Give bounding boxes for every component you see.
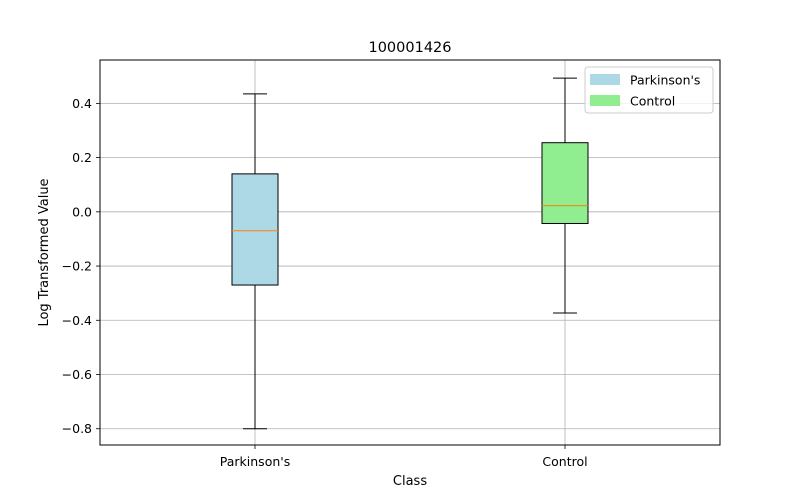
iqr-box <box>231 173 279 286</box>
box-parkinsons <box>231 93 279 430</box>
y-tick-label: 0.4 <box>72 96 92 111</box>
legend-label: Parkinson's <box>630 73 700 88</box>
y-tick-label: −0.6 <box>62 367 92 382</box>
y-tick-label: −0.2 <box>62 259 92 274</box>
legend-swatch <box>590 95 620 106</box>
legend-label: Control <box>630 94 675 109</box>
x-tick-label: Control <box>542 454 587 469</box>
y-tick-label: 0.2 <box>72 150 92 165</box>
x-axis: Parkinson's Control <box>220 445 588 469</box>
y-axis: −0.8 −0.6 −0.4 −0.2 0.0 0.2 0.4 <box>62 96 100 436</box>
box-control <box>541 77 589 314</box>
plot-frame <box>99 59 721 446</box>
box-series <box>231 77 589 430</box>
y-tick-label: −0.4 <box>62 313 92 328</box>
y-axis-label: Log Transformed Value <box>37 178 52 326</box>
y-tick-label: 0.0 <box>72 204 92 219</box>
y-tick-label: −0.8 <box>62 421 92 436</box>
chart-title: 100001426 <box>368 40 451 56</box>
x-tick-label: Parkinson's <box>220 454 290 469</box>
x-axis-label: Class <box>393 474 427 489</box>
iqr-box <box>541 142 589 224</box>
legend: Parkinson's Control <box>584 66 714 114</box>
legend-swatch <box>590 74 620 85</box>
